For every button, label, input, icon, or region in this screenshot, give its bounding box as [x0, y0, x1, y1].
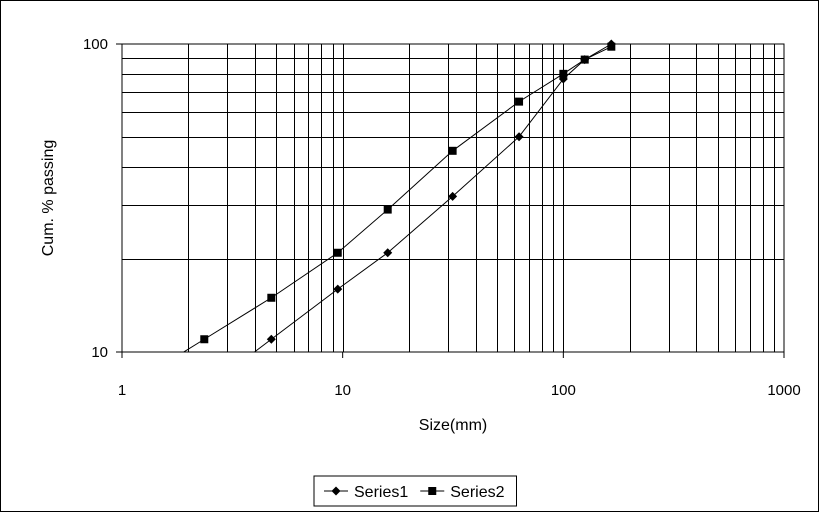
y-tick-labels: 10 100 — [83, 36, 108, 361]
square-marker — [580, 55, 589, 64]
diamond-marker — [514, 132, 524, 142]
square-marker — [333, 248, 342, 257]
x-tick-labels: 1 10 100 1000 — [118, 382, 801, 399]
square-marker — [200, 335, 209, 344]
y-tick-label: 100 — [83, 36, 108, 53]
x-axis-title: Size(mm) — [419, 417, 487, 434]
legend-label: Series2 — [450, 484, 504, 501]
plot-border — [121, 43, 785, 353]
series-layer — [182, 39, 616, 352]
legend-diamond-icon — [331, 486, 341, 496]
x-tick-label: 10 — [334, 382, 351, 399]
series-line — [182, 46, 612, 352]
square-marker — [607, 42, 616, 51]
series-line — [253, 43, 612, 352]
diamond-marker — [266, 334, 276, 344]
axis-ticks — [116, 43, 785, 358]
y-tick-label: 10 — [91, 344, 108, 361]
square-marker — [448, 146, 457, 155]
square-marker — [559, 69, 568, 78]
diamond-marker — [333, 284, 343, 294]
square-marker — [267, 293, 276, 302]
diamond-marker — [448, 191, 458, 201]
square-marker — [515, 97, 524, 106]
legend-square-icon — [428, 487, 437, 495]
x-tick-label: 1000 — [767, 382, 800, 399]
diamond-marker — [383, 248, 393, 258]
x-tick-label: 100 — [551, 382, 576, 399]
legend: Series1 Series2 — [313, 475, 517, 507]
series-1 — [253, 39, 616, 352]
x-tick-label: 1 — [118, 382, 126, 399]
y-axis-title: Cum. % passing — [40, 140, 57, 257]
series-2 — [182, 42, 616, 352]
grid — [122, 44, 784, 352]
square-marker — [383, 205, 392, 214]
legend-label: Series1 — [354, 484, 408, 501]
